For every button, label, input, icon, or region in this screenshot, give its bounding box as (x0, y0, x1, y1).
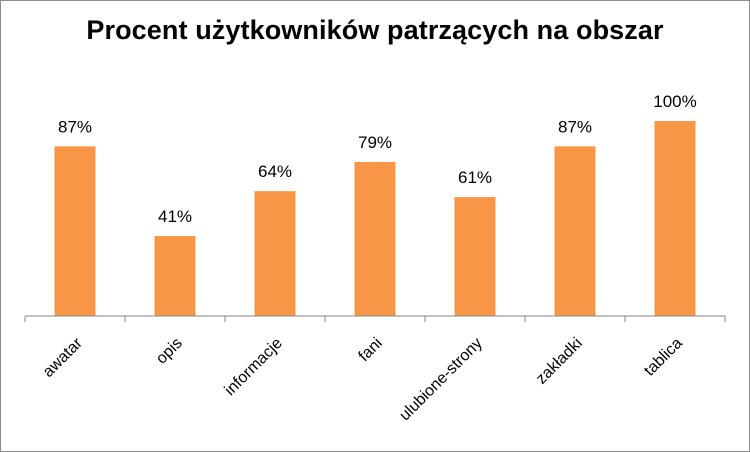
category-labels-layer: awatar opis informacje fani ulubione-strony z… (40, 334, 686, 424)
bars-layer (54, 121, 696, 316)
category-label-awatar: awatar (40, 334, 86, 380)
value-label-awatar: 87% (58, 117, 92, 136)
value-label-opis: 41% (158, 207, 192, 226)
chart-title: Procent użytkowników patrzących na obsza… (86, 15, 664, 45)
value-label-zakładki: 87% (558, 117, 592, 136)
category-label-opis: opis (153, 335, 186, 368)
category-label-informacje: informacje (222, 335, 286, 399)
bar-fani (354, 161, 396, 316)
category-label-zakładki: zakładki (533, 335, 586, 388)
value-label-fani: 79% (358, 133, 392, 152)
bar-awatar (54, 146, 96, 316)
value-label-ulubione-strony: 61% (458, 168, 492, 187)
category-label-fani: fani (356, 335, 386, 365)
bar-ulubione-strony (454, 197, 496, 316)
bar-tablica (654, 121, 696, 316)
x-axis (24, 315, 726, 322)
bar-opis (154, 236, 196, 316)
value-labels-layer: 87% 41% 64% 79% 61% 87% 100% (58, 92, 697, 226)
value-label-informacje: 64% (258, 162, 292, 181)
bar-zakładki (554, 146, 596, 316)
category-label-ulubione-strony: ulubione-strony (396, 335, 485, 424)
bar-informacje (254, 191, 296, 316)
value-label-tablica: 100% (653, 92, 696, 111)
category-label-tablica: tablica (641, 335, 686, 380)
